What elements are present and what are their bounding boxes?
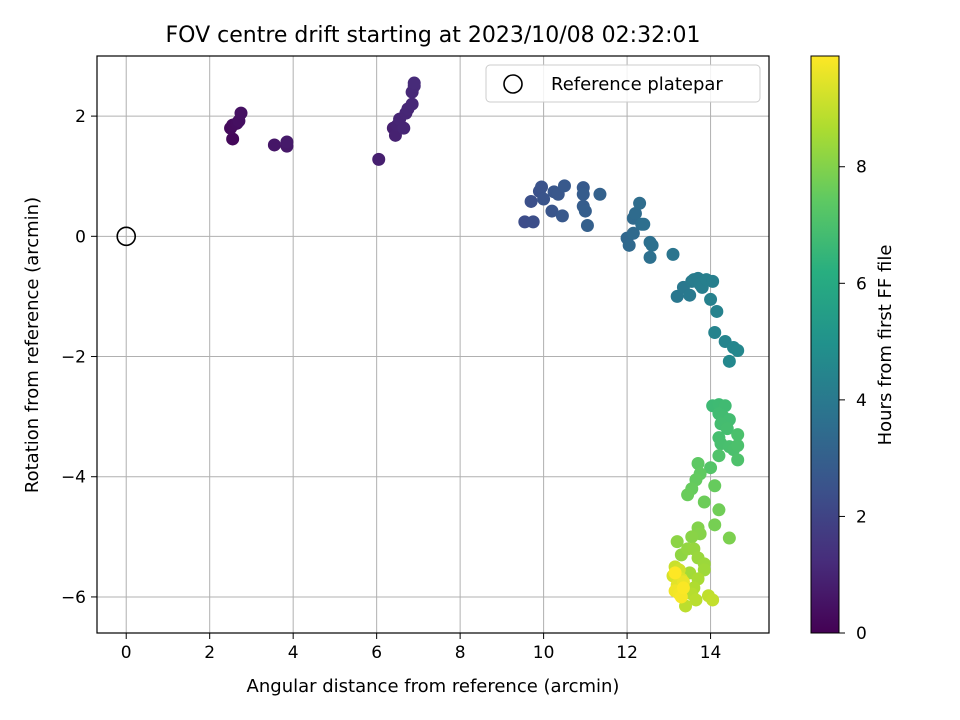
data-point bbox=[407, 76, 421, 90]
data-point bbox=[712, 503, 726, 517]
x-tick-label: 0 bbox=[121, 643, 132, 663]
data-point bbox=[731, 453, 745, 467]
x-tick-label: 2 bbox=[204, 643, 215, 663]
data-point bbox=[524, 194, 538, 208]
data-point bbox=[689, 593, 703, 607]
colorbar-tick-label: 8 bbox=[856, 158, 867, 178]
data-point bbox=[557, 179, 571, 193]
data-point bbox=[708, 325, 722, 339]
data-point bbox=[622, 238, 636, 252]
data-point bbox=[668, 566, 682, 580]
legend-label: Reference platepar bbox=[551, 74, 723, 95]
data-point bbox=[722, 354, 736, 368]
reference-platepar-marker bbox=[116, 226, 137, 247]
data-point bbox=[670, 535, 684, 549]
x-tick-label: 10 bbox=[533, 643, 555, 663]
data-point bbox=[267, 138, 281, 152]
data-point bbox=[628, 206, 642, 220]
data-point bbox=[670, 289, 684, 303]
data-point bbox=[372, 152, 386, 166]
data-point bbox=[535, 180, 549, 194]
data-point bbox=[545, 204, 559, 218]
y-tick-label: 2 bbox=[75, 107, 86, 127]
grid-lines bbox=[97, 56, 769, 633]
data-point bbox=[681, 488, 695, 502]
data-point bbox=[676, 581, 690, 595]
data-point bbox=[731, 438, 745, 452]
data-point bbox=[708, 479, 722, 493]
data-point bbox=[704, 292, 718, 306]
data-point bbox=[280, 135, 294, 149]
data-point bbox=[666, 247, 680, 261]
chart-title: FOV centre drift starting at 2023/10/08 … bbox=[166, 23, 701, 48]
y-tick-label: 0 bbox=[75, 227, 86, 247]
data-point bbox=[537, 192, 551, 206]
data-point bbox=[397, 121, 411, 135]
data-point bbox=[722, 531, 736, 545]
data-point bbox=[697, 495, 711, 509]
y-axis-label: Rotation from reference (arcmin) bbox=[22, 197, 43, 493]
data-point bbox=[712, 449, 726, 463]
data-point bbox=[708, 518, 722, 532]
data-point bbox=[691, 457, 705, 471]
legend-reference-marker bbox=[503, 74, 523, 94]
data-point bbox=[593, 187, 607, 201]
data-point bbox=[706, 593, 720, 607]
data-point bbox=[555, 209, 569, 223]
data-point bbox=[697, 563, 711, 577]
data-point bbox=[226, 132, 240, 146]
y-axis-ticks: 2 0 −2 −4 −6 bbox=[61, 107, 97, 608]
data-point bbox=[704, 461, 718, 475]
colorbar-tick-label: 6 bbox=[856, 274, 867, 294]
colorbar-label: Hours from first FF file bbox=[875, 245, 896, 446]
legend: Reference platepar bbox=[485, 64, 761, 103]
data-point bbox=[710, 304, 724, 318]
data-point bbox=[683, 288, 697, 302]
data-point bbox=[685, 530, 699, 544]
x-axis-label: Angular distance from reference (arcmin) bbox=[247, 676, 620, 697]
x-tick-label: 14 bbox=[700, 643, 722, 663]
x-tick-label: 6 bbox=[371, 643, 382, 663]
colorbar bbox=[810, 55, 840, 634]
data-point bbox=[576, 187, 590, 201]
colorbar-tick-label: 2 bbox=[856, 507, 867, 527]
colorbar-ticks: 0 2 4 6 8 bbox=[839, 158, 867, 644]
data-point bbox=[645, 238, 659, 252]
x-tick-label: 4 bbox=[288, 643, 299, 663]
data-point bbox=[643, 250, 657, 264]
data-point bbox=[405, 97, 419, 111]
data-point bbox=[526, 215, 540, 229]
data-point bbox=[578, 204, 592, 218]
y-tick-label: −4 bbox=[61, 468, 86, 488]
y-tick-label: −2 bbox=[61, 348, 86, 368]
x-tick-label: 8 bbox=[455, 643, 466, 663]
data-point bbox=[731, 344, 745, 358]
x-tick-label: 12 bbox=[616, 643, 638, 663]
data-point bbox=[637, 217, 651, 231]
data-point bbox=[234, 106, 248, 120]
data-point bbox=[720, 422, 734, 436]
data-point bbox=[731, 428, 745, 442]
data-point bbox=[626, 226, 640, 240]
data-point bbox=[580, 218, 594, 232]
colorbar-tick-label: 4 bbox=[856, 391, 867, 411]
data-points bbox=[224, 76, 745, 613]
data-point bbox=[706, 274, 720, 288]
x-axis-ticks: 0 2 4 6 8 10 12 14 bbox=[121, 633, 722, 663]
y-tick-label: −6 bbox=[61, 588, 86, 608]
data-point bbox=[633, 196, 647, 210]
legend-box bbox=[485, 64, 761, 103]
colorbar-tick-label: 0 bbox=[856, 624, 867, 644]
plot-frame bbox=[96, 55, 770, 634]
